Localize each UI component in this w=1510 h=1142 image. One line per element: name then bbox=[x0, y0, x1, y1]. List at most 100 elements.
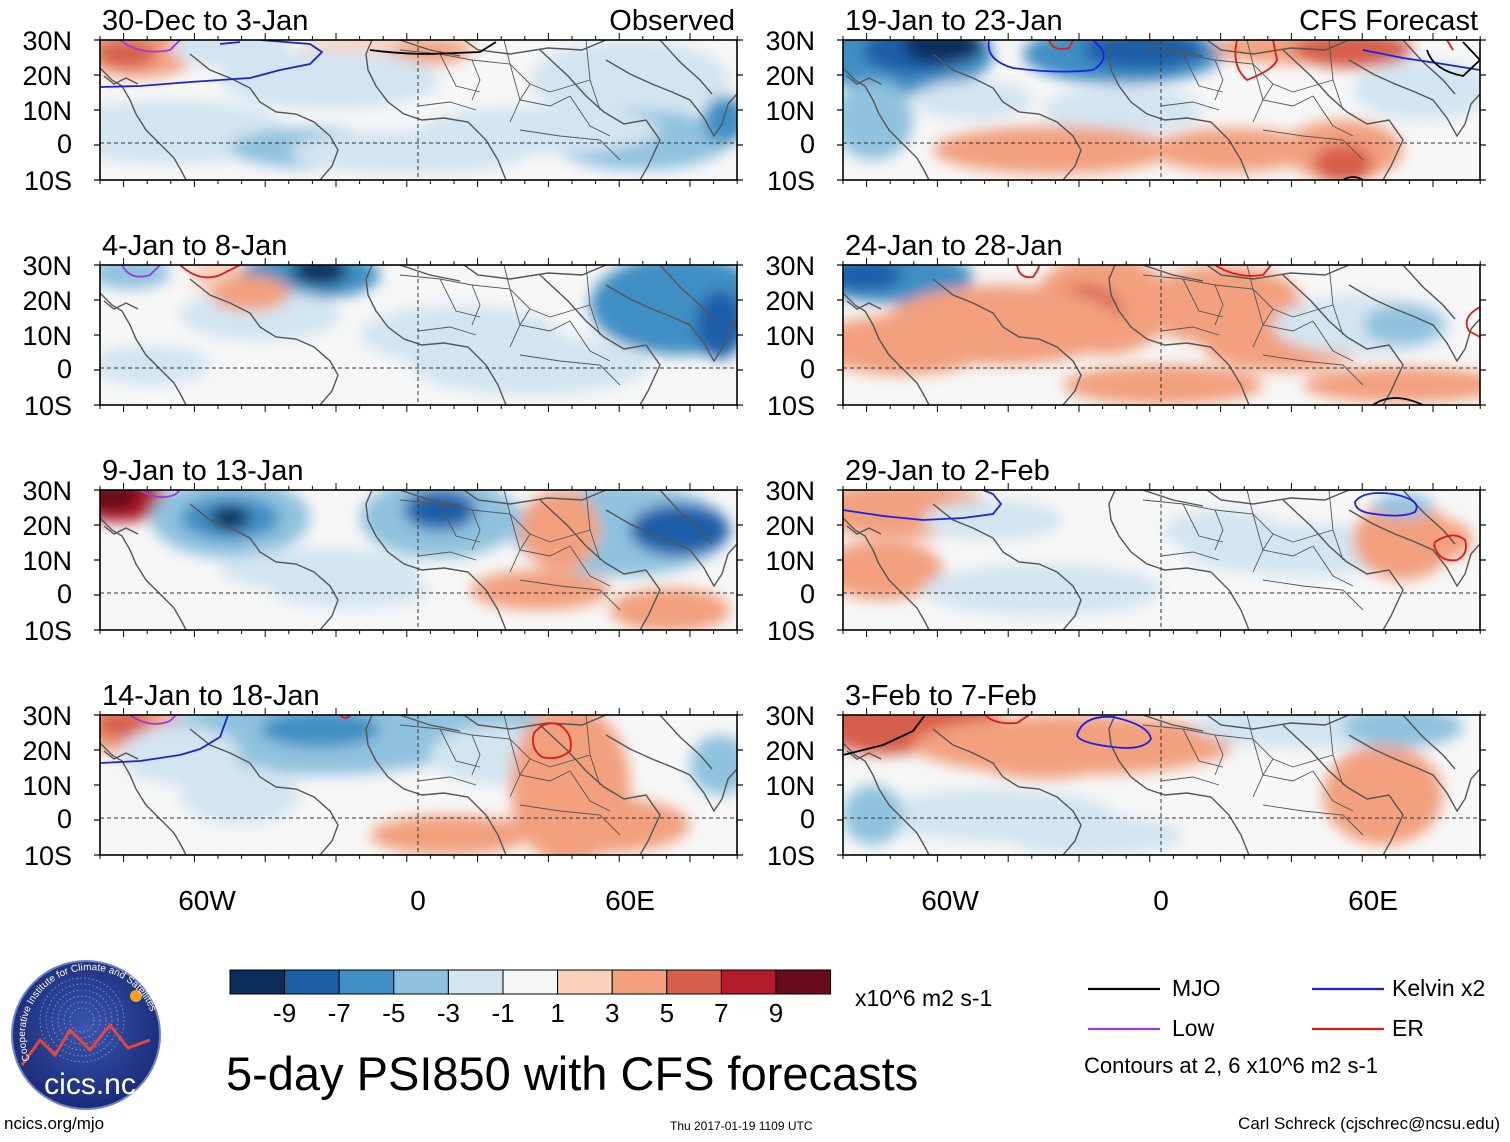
coastline bbox=[539, 274, 661, 405]
country-border bbox=[471, 284, 551, 318]
lat-label: 0 bbox=[57, 579, 72, 609]
lat-label: 0 bbox=[800, 579, 815, 609]
anomaly-field bbox=[1373, 494, 1433, 518]
lon-label: 60E bbox=[1348, 885, 1398, 916]
country-border bbox=[1182, 728, 1224, 768]
anomaly-field bbox=[1313, 144, 1373, 180]
coastline bbox=[1282, 724, 1404, 855]
panel-period-label: 14-Jan to 18-Jan bbox=[102, 680, 320, 712]
logo-sun bbox=[130, 990, 142, 1002]
country-border bbox=[1262, 129, 1364, 161]
country-border bbox=[1328, 40, 1334, 81]
lat-label: 10N bbox=[765, 771, 815, 801]
country-border bbox=[509, 308, 531, 348]
colorbar-swatch bbox=[393, 969, 449, 995]
country-border bbox=[585, 490, 591, 531]
anomaly-field bbox=[843, 715, 933, 755]
country-border bbox=[1214, 284, 1294, 318]
coastline bbox=[1282, 499, 1404, 630]
coastline bbox=[1142, 265, 1204, 282]
coastline bbox=[463, 265, 607, 280]
coastline bbox=[463, 40, 607, 55]
country-border bbox=[569, 95, 611, 137]
coastline bbox=[659, 40, 713, 95]
country-border bbox=[1214, 59, 1294, 93]
coastline bbox=[463, 490, 607, 505]
country-border bbox=[1262, 354, 1364, 386]
coastline bbox=[103, 750, 139, 760]
country-border bbox=[503, 715, 511, 740]
anomaly-field bbox=[510, 797, 690, 853]
coastline bbox=[846, 75, 882, 85]
lat-label: 0 bbox=[800, 354, 815, 384]
country-border bbox=[509, 83, 531, 123]
legend-label-er: ER bbox=[1392, 1015, 1424, 1041]
coastline bbox=[932, 503, 1082, 630]
footer-site[interactable]: ncics.org/mjo bbox=[4, 1114, 105, 1133]
lon-label: 0 bbox=[410, 885, 426, 916]
colorbar-swatch bbox=[502, 969, 559, 995]
panel-period-label: 24-Jan to 28-Jan bbox=[845, 230, 1063, 262]
country-border bbox=[1312, 320, 1354, 362]
contour-kelvin bbox=[100, 715, 229, 764]
anomaly-field bbox=[1353, 500, 1453, 580]
anomaly-field bbox=[210, 275, 290, 311]
lat-label: 20N bbox=[765, 286, 815, 316]
contour-kelvin bbox=[987, 40, 1105, 73]
contour-note: Contours at 2, 6 x10^6 m2 s-1 bbox=[1084, 1053, 1379, 1078]
coastline bbox=[103, 75, 139, 85]
lat-label: 10N bbox=[22, 771, 72, 801]
country-border bbox=[585, 715, 591, 756]
panel-column-label: CFS Forecast bbox=[1299, 5, 1478, 37]
country-border bbox=[1246, 490, 1254, 515]
country-border bbox=[417, 326, 477, 336]
contour-low bbox=[119, 40, 181, 53]
anomaly-field bbox=[1293, 40, 1413, 68]
lat-label: 30N bbox=[22, 26, 72, 56]
lon-label: 0 bbox=[1153, 885, 1169, 916]
logo-ring bbox=[51, 989, 113, 1051]
lat-label: 10S bbox=[767, 166, 815, 196]
colorbar-tick-label: 7 bbox=[714, 998, 728, 1028]
coastline bbox=[189, 503, 339, 630]
anomaly-field bbox=[923, 500, 1063, 540]
logo-ring bbox=[63, 1001, 101, 1039]
lat-label: 10S bbox=[24, 841, 72, 871]
lat-label: 10S bbox=[767, 616, 815, 646]
lat-label: 10S bbox=[24, 391, 72, 421]
coastline bbox=[932, 728, 1082, 855]
coastline bbox=[605, 284, 737, 363]
country-border bbox=[585, 265, 591, 306]
anomaly-field bbox=[470, 570, 610, 610]
country-border bbox=[439, 278, 481, 318]
contour-er bbox=[532, 722, 572, 760]
anomaly-field bbox=[1303, 367, 1480, 403]
anomaly-field bbox=[292, 265, 348, 285]
country-border bbox=[1246, 265, 1254, 290]
logo-badge bbox=[11, 960, 161, 1110]
coastline bbox=[932, 53, 1082, 180]
anomaly-field bbox=[843, 265, 903, 291]
coastline bbox=[189, 278, 339, 405]
colorbar-swatch bbox=[229, 969, 286, 995]
coastline bbox=[605, 59, 737, 138]
country-border bbox=[471, 509, 551, 543]
country-border bbox=[509, 758, 531, 798]
country-border bbox=[1252, 533, 1274, 573]
coastline bbox=[539, 499, 661, 630]
coastline bbox=[463, 715, 607, 730]
anomaly-field bbox=[913, 80, 1033, 120]
coastline bbox=[605, 734, 737, 813]
contour-er bbox=[179, 265, 241, 279]
coastline bbox=[1142, 490, 1204, 507]
panel-column-label: Observed bbox=[609, 5, 735, 37]
anomaly-field bbox=[420, 106, 660, 154]
coastline bbox=[1348, 734, 1480, 813]
lat-label: 20N bbox=[22, 736, 72, 766]
contour-kelvin bbox=[219, 41, 241, 45]
